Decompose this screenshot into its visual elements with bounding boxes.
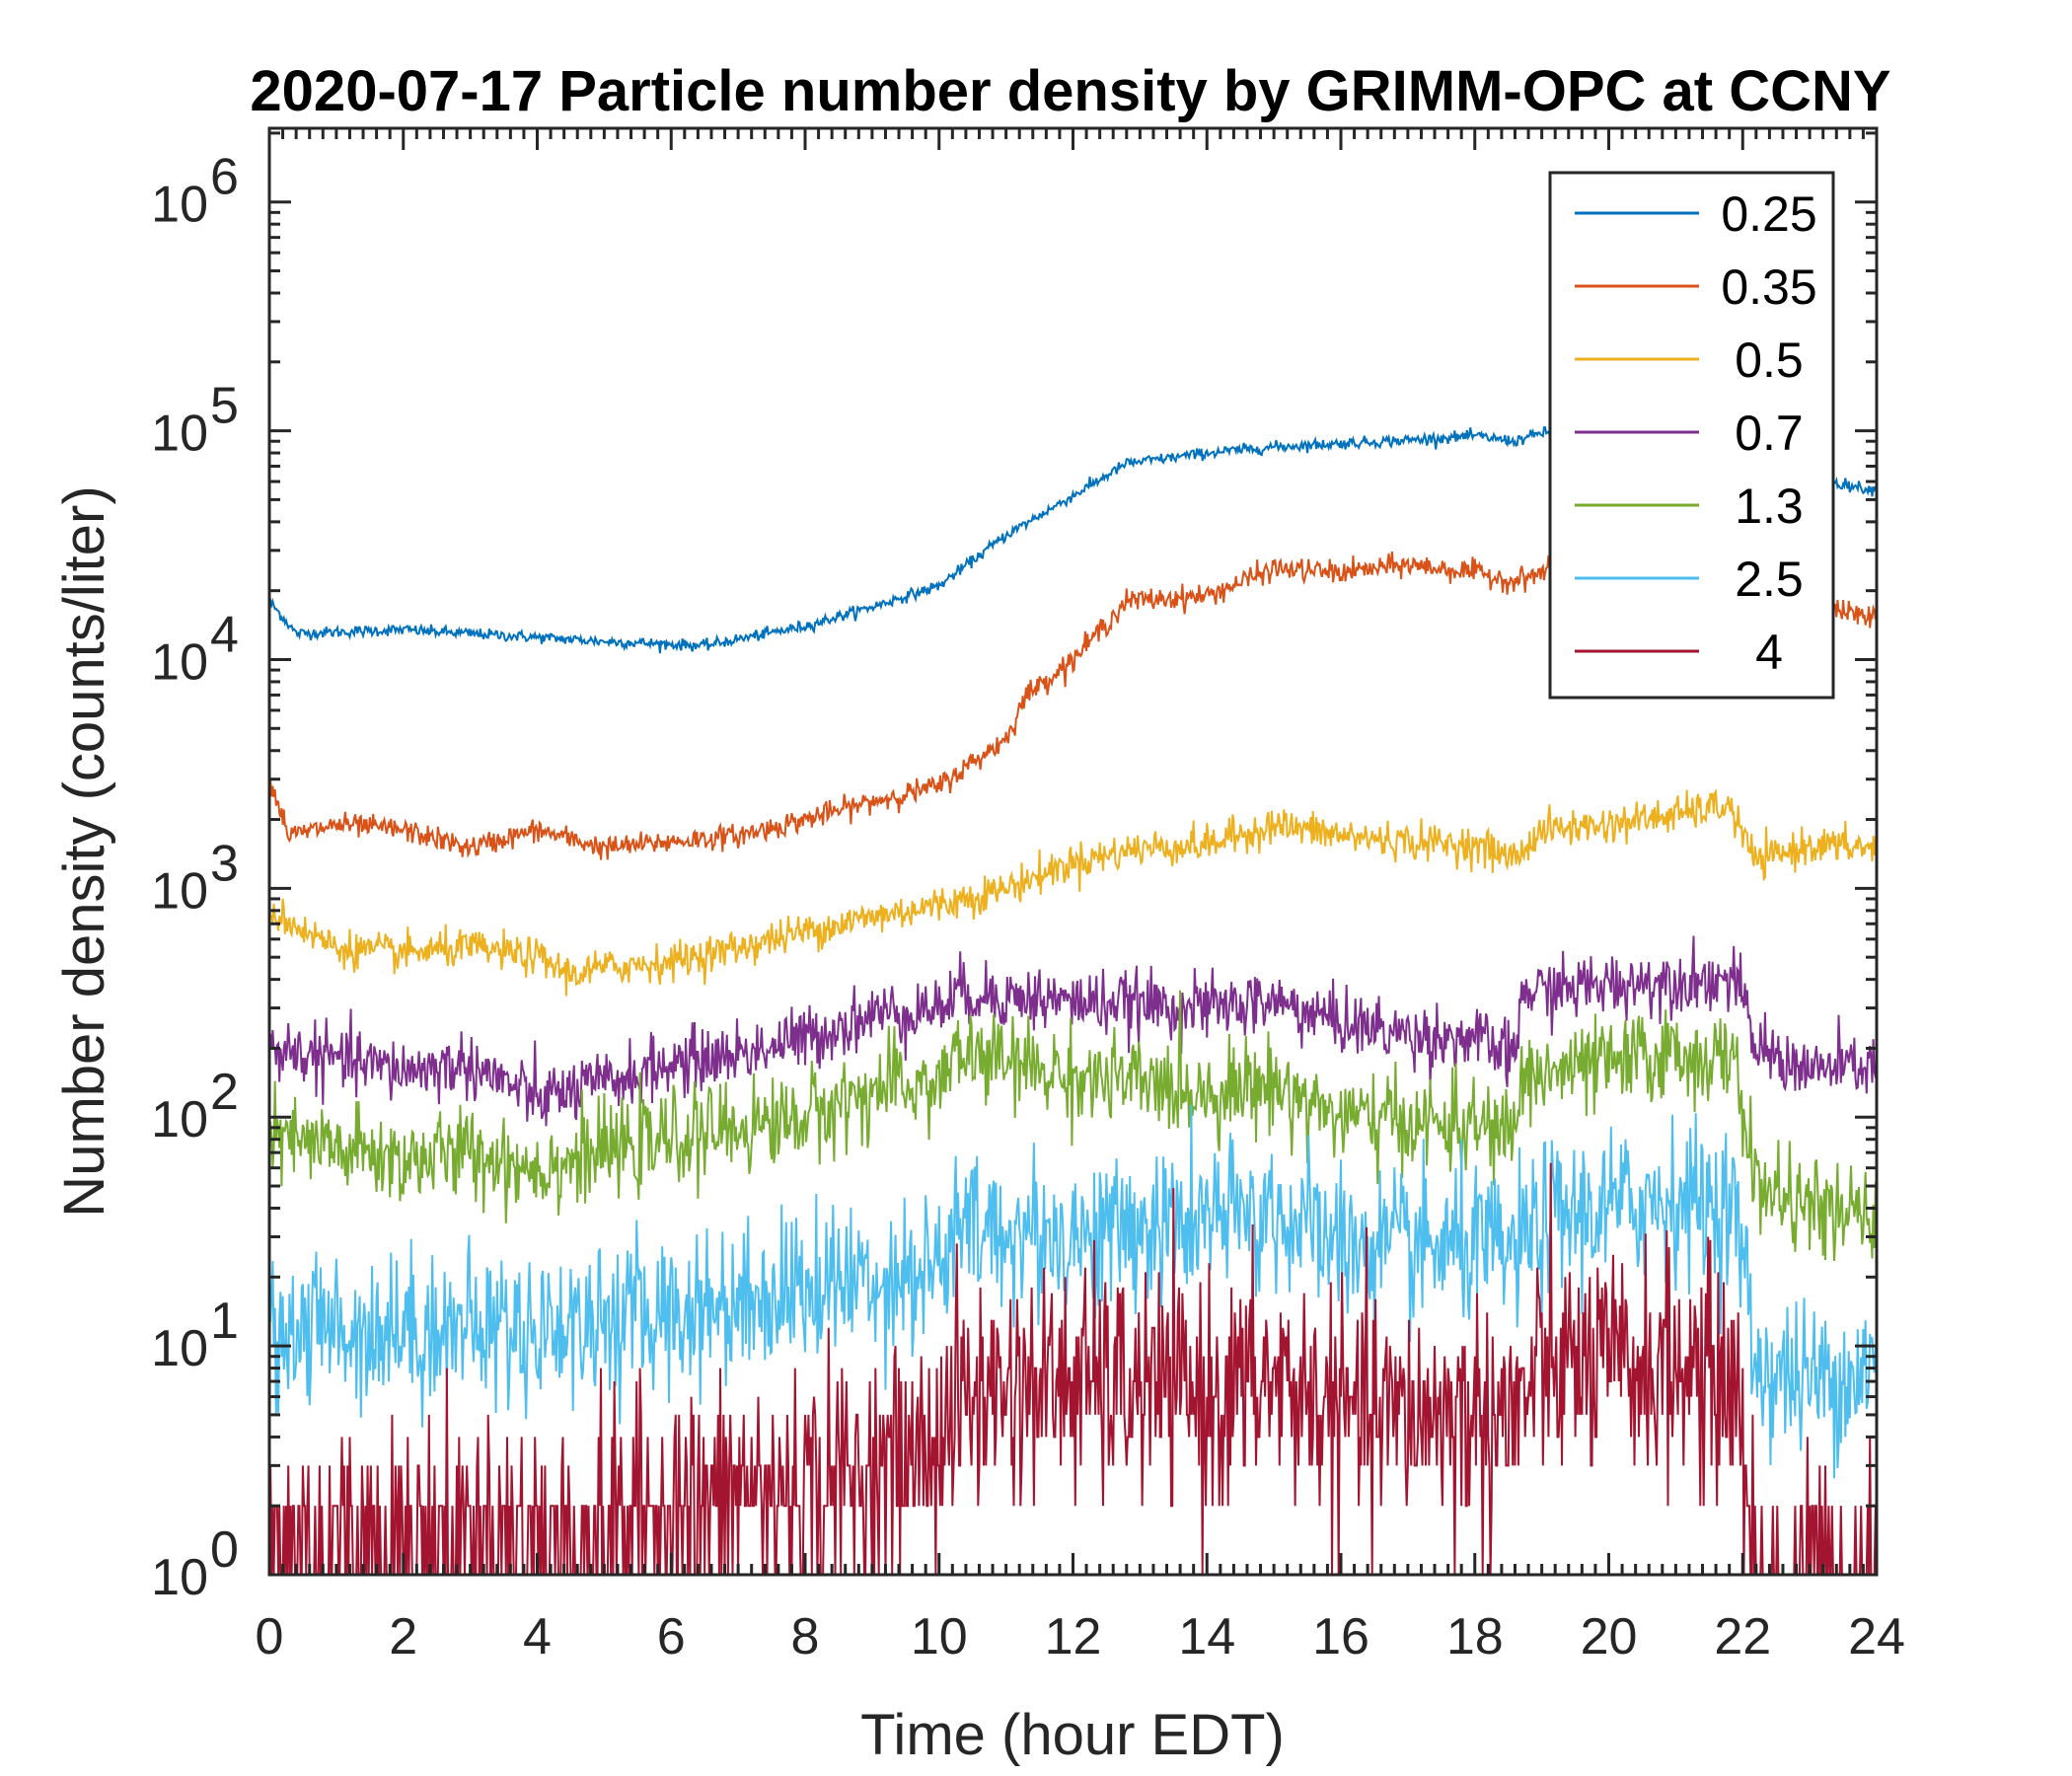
y-tick-exponent: 2 bbox=[210, 1064, 239, 1121]
y-tick-exponent: 4 bbox=[210, 606, 239, 663]
y-tick-exponent: 1 bbox=[210, 1293, 239, 1350]
x-tick-label: 16 bbox=[1312, 1608, 1369, 1665]
y-tick-label: 10 bbox=[151, 633, 208, 691]
x-tick-label: 8 bbox=[791, 1608, 820, 1665]
series-line-4 bbox=[269, 1162, 1878, 1576]
y-tick-exponent: 5 bbox=[210, 378, 239, 435]
series-layer bbox=[268, 426, 1878, 1576]
x-tick-label: 20 bbox=[1581, 1608, 1638, 1665]
y-tick-label: 10 bbox=[151, 1549, 208, 1606]
x-tick-label: 14 bbox=[1178, 1608, 1235, 1665]
legend-label: 4 bbox=[1755, 625, 1783, 680]
legend-label: 0.25 bbox=[1721, 186, 1816, 242]
y-tick-label: 10 bbox=[151, 1091, 208, 1148]
y-tick-label: 10 bbox=[151, 177, 208, 234]
x-tick-label: 0 bbox=[256, 1608, 284, 1665]
x-tick-label: 24 bbox=[1848, 1608, 1905, 1665]
series-line-0.5 bbox=[268, 788, 1878, 997]
x-axis-label: Time (hour EDT) bbox=[860, 1703, 1285, 1767]
y-tick-exponent: 3 bbox=[210, 835, 239, 892]
y-tick-exponent: 6 bbox=[210, 149, 239, 206]
y-tick-label: 10 bbox=[151, 862, 208, 920]
legend-label: 0.5 bbox=[1735, 333, 1804, 388]
y-axis-label: Number density (counts/liter) bbox=[52, 485, 116, 1217]
y-tick-exponent: 0 bbox=[210, 1521, 239, 1579]
y-tick-label: 10 bbox=[151, 406, 208, 463]
legend: 0.25 0.35 0.5 0.7 1.3 2.5 4 bbox=[1548, 171, 1835, 700]
series-line-0.7 bbox=[268, 935, 1878, 1127]
series-line-1.3 bbox=[268, 990, 1878, 1262]
legend-label: 1.3 bbox=[1735, 479, 1804, 534]
x-tick-label: 4 bbox=[523, 1608, 552, 1665]
legend-label: 0.35 bbox=[1721, 259, 1816, 315]
x-tick-label: 6 bbox=[657, 1608, 686, 1665]
chart-title: 2020-07-17 Particle number density by GR… bbox=[250, 59, 1890, 123]
x-tick-label: 18 bbox=[1446, 1608, 1504, 1665]
legend-box bbox=[1548, 171, 1835, 700]
legend-label: 2.5 bbox=[1735, 552, 1804, 607]
x-tick-label: 2 bbox=[389, 1608, 417, 1665]
x-tick-label: 12 bbox=[1045, 1608, 1102, 1665]
x-tick-label: 10 bbox=[911, 1608, 968, 1665]
legend-label: 0.7 bbox=[1735, 406, 1804, 461]
x-tick-label: 22 bbox=[1714, 1608, 1771, 1665]
series-line-2.5 bbox=[268, 1105, 1878, 1479]
y-tick-label: 10 bbox=[151, 1320, 208, 1377]
